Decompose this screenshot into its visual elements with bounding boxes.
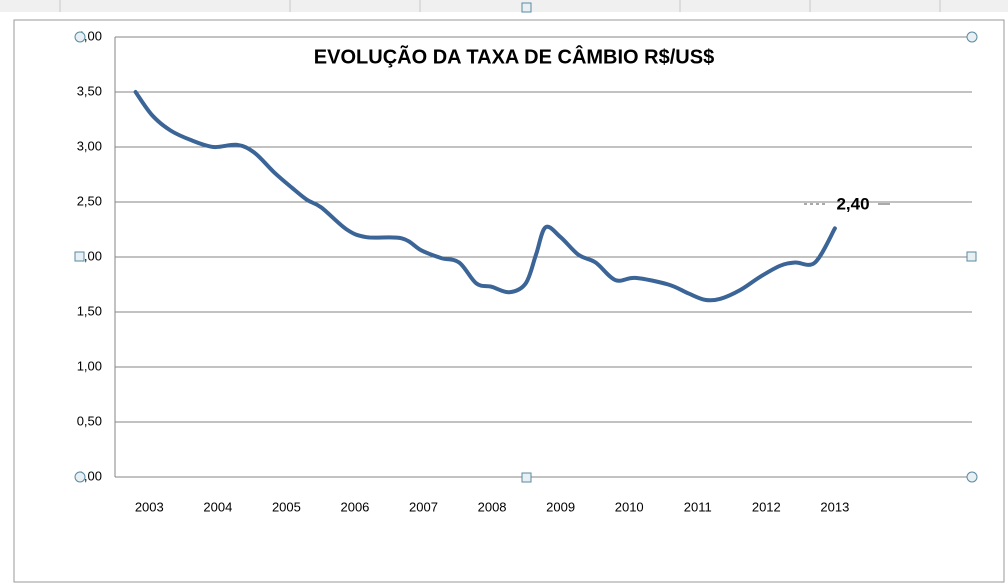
y-tick-label: 1,50 <box>77 303 102 318</box>
y-tick-label: 2,50 <box>77 193 102 208</box>
x-tick-label: 2013 <box>820 499 849 514</box>
x-tick-label: 2004 <box>203 499 232 514</box>
x-tick-label: 2007 <box>409 499 438 514</box>
annotation: 2,40 <box>836 194 869 213</box>
chart-title: EVOLUÇÃO DA TAXA DE CÂMBIO R$/US$ <box>314 44 714 68</box>
x-tick-label: 2003 <box>135 499 164 514</box>
x-tick-label: 2011 <box>684 499 712 514</box>
x-tick-label: 2010 <box>615 499 644 514</box>
y-tick-label: 1,00 <box>77 358 102 373</box>
y-tick-label: 3,00 <box>77 138 102 153</box>
x-tick-label: 2012 <box>752 499 781 514</box>
x-tick-label: 2005 <box>272 499 301 514</box>
sheet-columns <box>59 0 941 12</box>
y-tick-label: 3,50 <box>77 83 102 98</box>
sheet-header <box>0 0 1008 12</box>
y-tick-label: 0,50 <box>77 413 102 428</box>
x-tick-label: 2006 <box>340 499 369 514</box>
x-tick-label: 2008 <box>478 499 507 514</box>
chart-frame[interactable] <box>13 19 1005 583</box>
line <box>133 90 837 303</box>
selection-handles[interactable] <box>74 2 978 483</box>
x-tick-label: 2009 <box>546 499 575 514</box>
